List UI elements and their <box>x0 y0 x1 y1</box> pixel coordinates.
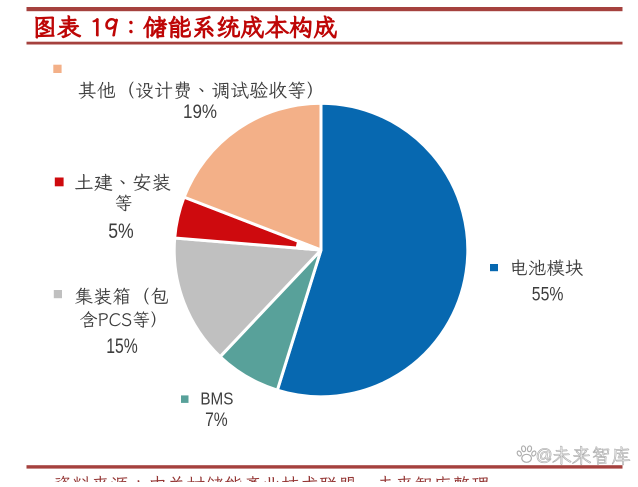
svg-text:7%: 7% <box>205 410 228 431</box>
svg-text:19%: 19% <box>183 102 217 123</box>
svg-text:15%: 15% <box>106 335 138 358</box>
svg-text:BMS: BMS <box>200 389 233 409</box>
svg-text:55%: 55% <box>532 284 564 305</box>
svg-text:5%: 5% <box>108 220 134 243</box>
